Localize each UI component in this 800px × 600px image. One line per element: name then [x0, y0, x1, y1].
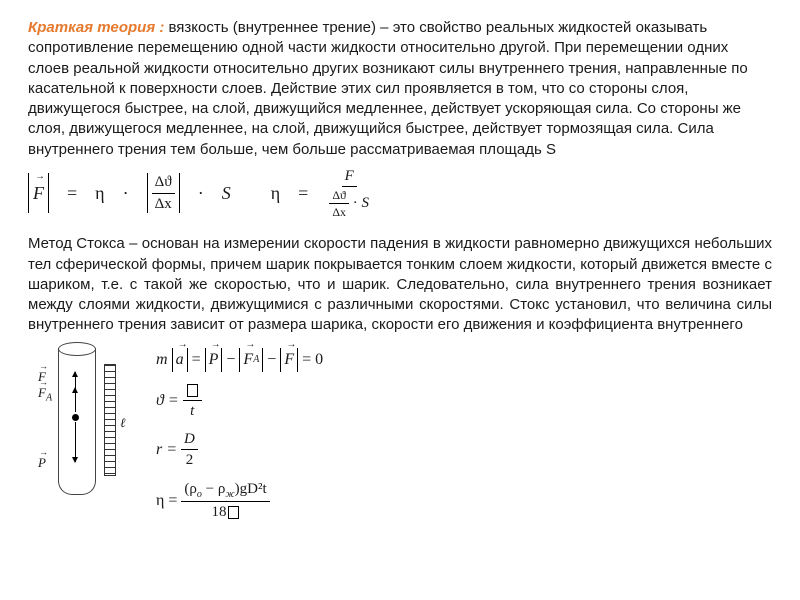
- eta-2: η: [271, 181, 280, 205]
- ruler-shape: [104, 364, 116, 476]
- eq2-theta: ϑ =: [156, 390, 179, 412]
- eta-1: η: [95, 181, 104, 205]
- eq3-den: 2: [183, 450, 197, 470]
- vec-F: F: [33, 181, 44, 205]
- intro-paragraph: Краткая теория : вязкость (внутреннее тр…: [28, 18, 772, 160]
- eq-line-2: ϑ = t: [156, 380, 323, 422]
- eq-line-4: η = (ρo − ρж)gD²t 18: [156, 479, 323, 523]
- num-dtheta: Δϑ: [152, 172, 175, 193]
- ball-shape: [72, 414, 79, 421]
- S-2: S: [362, 195, 370, 211]
- formula-row-1: F = η · Δϑ Δx · S η = F Δϑ Δx · S: [28, 166, 772, 221]
- eq2-frac: t: [183, 380, 202, 422]
- eq1-abs-P: P: [205, 348, 223, 372]
- section-title: Краткая теория :: [28, 19, 164, 36]
- abs-F: F: [28, 173, 49, 213]
- eq1-F: F: [284, 349, 294, 371]
- inner-frac: Δϑ Δx: [329, 187, 349, 220]
- eq1-abs-a: a: [172, 348, 188, 372]
- eq-line-3: r = D 2: [156, 429, 323, 471]
- S-1: S: [222, 181, 231, 205]
- stokes-paragraph: Метод Стокса – основан на измерении скор…: [28, 234, 772, 335]
- abs-frac: Δϑ Δx: [147, 173, 180, 213]
- eq4-num: (ρo − ρж)gD²t: [181, 479, 269, 503]
- eq1-FA-sub: A: [253, 353, 259, 367]
- dot-2: ·: [194, 181, 208, 205]
- label-FA: →FA: [38, 384, 52, 405]
- inner-den: Δx: [329, 204, 349, 220]
- dot-1: ·: [119, 181, 133, 205]
- eq4-den: 18: [209, 502, 243, 522]
- diagram-and-equations: →F →FA →P ℓ m a = P − FA − F: [28, 342, 772, 523]
- eq2-den: t: [187, 401, 197, 421]
- frac-dtheta-dx: Δϑ Δx: [152, 172, 175, 214]
- arrow-FA-up: [75, 388, 76, 412]
- label-l: ℓ: [120, 414, 125, 432]
- label-P: →P: [38, 454, 46, 472]
- inner-num: Δϑ: [329, 187, 349, 204]
- eq-line-1: m a = P − FA − F = 0: [156, 348, 323, 372]
- den-compound: Δϑ Δx · S: [326, 187, 372, 220]
- eq3-num: D: [181, 429, 198, 450]
- dot-3: ·: [353, 195, 362, 211]
- eq3-r: r =: [156, 439, 177, 461]
- num-F: F: [342, 166, 357, 187]
- eq1-minus1: −: [226, 349, 235, 371]
- eq1-minus2: −: [267, 349, 276, 371]
- eq1-a: a: [176, 349, 184, 371]
- arrow-P-down: [75, 422, 76, 462]
- equals-1: =: [63, 181, 81, 205]
- eq1-zero: = 0: [302, 349, 323, 371]
- eq1-abs-F: F: [280, 348, 298, 372]
- intro-text: вязкость (внутреннее трение) – это свойс…: [28, 19, 748, 158]
- eq1-eq: =: [192, 349, 201, 371]
- eq1-m: m: [156, 349, 168, 371]
- eq2-num: [183, 380, 202, 401]
- eq1-FA: F: [243, 349, 253, 371]
- cylinder-diagram: →F →FA →P ℓ: [28, 342, 138, 502]
- eq1-P: P: [209, 349, 219, 371]
- placeholder-box-icon-2: [228, 506, 239, 519]
- equals-2: =: [294, 181, 312, 205]
- placeholder-box-icon: [187, 384, 198, 397]
- equation-stack: m a = P − FA − F = 0 ϑ = t: [156, 348, 323, 523]
- eq4-frac: (ρo − ρж)gD²t 18: [181, 479, 269, 523]
- frac-eta-def: F Δϑ Δx · S: [326, 166, 372, 221]
- eq4-eta: η =: [156, 490, 177, 512]
- eq3-frac: D 2: [181, 429, 198, 471]
- eq1-abs-FA: FA: [239, 348, 263, 372]
- den-dx: Δx: [152, 194, 175, 214]
